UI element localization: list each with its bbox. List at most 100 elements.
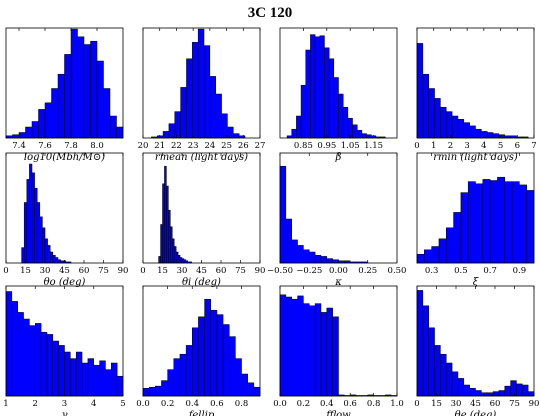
histogram-bar (173, 246, 177, 264)
histogram-bar (361, 133, 367, 139)
histogram-bar (57, 73, 65, 139)
x-tick-label: 0.8 (235, 399, 249, 409)
x-axis-label: log10(Mbh/M⊙) (24, 152, 105, 163)
x-tick-label: 0.4 (320, 399, 334, 409)
bars (286, 34, 386, 139)
histogram-bar (18, 132, 26, 139)
histogram-bar (158, 256, 161, 264)
histogram-bar (489, 180, 498, 264)
histogram-bar (185, 345, 193, 397)
bars (21, 163, 72, 264)
x-tick-label: 0.0 (136, 399, 150, 409)
histogram-bar (434, 345, 441, 397)
histogram-bar (197, 28, 205, 139)
histogram-bar (175, 251, 179, 264)
histogram-bar (314, 36, 321, 139)
histogram-bar (279, 294, 287, 397)
histogram-bar (453, 212, 462, 264)
x-axis-label: fflow (325, 410, 351, 416)
x-tick-label: 3 (62, 399, 67, 409)
x-tick-label: 2 (33, 399, 38, 409)
histogram-bar (416, 290, 424, 397)
histogram-bar (47, 245, 51, 264)
histogram-bar (26, 179, 30, 264)
x-tick-label: 0.85 (294, 141, 313, 151)
histogram-bar (481, 131, 488, 139)
histogram-bar (81, 362, 89, 397)
x-axis-label: θe (deg) (455, 410, 497, 416)
x-tick-label: 1.05 (341, 141, 360, 151)
histogram-bar (305, 49, 311, 139)
x-tick-label: 8.0 (90, 141, 104, 151)
x-tick-label: 0.00 (329, 266, 348, 276)
histogram-bar (416, 253, 425, 264)
histogram-bar (148, 386, 156, 397)
histogram-bar (438, 238, 447, 264)
x-axis-label: γ (62, 410, 68, 416)
histogram-bar (168, 123, 176, 139)
histogram-bar (209, 76, 216, 139)
histogram-bar (11, 301, 18, 397)
histogram-bar (167, 369, 175, 397)
axes-frame (279, 27, 398, 139)
histogram-bar (57, 259, 61, 264)
x-axis-label: θi (deg) (182, 277, 221, 288)
x-tick-label: 3 (464, 141, 469, 151)
axes-frame (142, 27, 261, 139)
histogram-bar (186, 58, 193, 139)
histogram-bar (51, 88, 59, 139)
histogram-bar (498, 134, 505, 139)
histogram-bar (324, 47, 330, 139)
x-axis-label: fellip (188, 410, 215, 416)
histogram-panel: 0 15 30 45 60 75 90 θe (deg) (414, 285, 539, 416)
x-tick-label: 0.0 (273, 399, 287, 409)
histogram-bar (177, 255, 181, 264)
histogram-bar (469, 125, 476, 139)
histogram-bar (192, 327, 199, 397)
x-tick-label: −0.25 (296, 266, 322, 276)
histogram-bar (366, 134, 372, 139)
histogram-bar (492, 133, 500, 139)
histogram-bar (431, 246, 440, 264)
histogram-bar (93, 364, 100, 397)
histogram-bar (49, 251, 54, 264)
histogram-bar (23, 202, 28, 264)
bars (279, 165, 368, 264)
axes-frame (142, 285, 261, 397)
histogram-bar (522, 384, 529, 397)
x-tick-label: 0 (3, 266, 8, 276)
histogram-bar (285, 296, 292, 397)
histogram-bar (446, 227, 454, 264)
histogram-bar (228, 336, 236, 397)
histogram-bar (314, 303, 322, 397)
x-tick-label: 0.7 (483, 266, 497, 276)
histogram-bar (457, 378, 465, 397)
histogram-bar (510, 380, 517, 397)
x-tick-label: 15 (431, 399, 442, 409)
histogram-bar (162, 183, 165, 264)
histogram-bar (463, 384, 470, 397)
x-tick-label: 0.8 (367, 399, 381, 409)
histogram-bar (174, 111, 181, 139)
histogram-bar (279, 165, 287, 264)
histogram-bar (87, 358, 95, 397)
histogram-bar (296, 115, 302, 139)
histogram-bar (356, 130, 363, 139)
histogram-bar (34, 187, 38, 264)
histogram-bar (83, 44, 91, 139)
histogram-bar (320, 256, 328, 264)
histogram-bar (39, 216, 43, 264)
histogram-bar (342, 106, 349, 139)
histogram-panel: 0 15 30 45 60 75 90 θi (deg) (140, 152, 265, 288)
histogram-bar (469, 388, 476, 397)
histogram-bar (12, 134, 20, 139)
x-tick-label: 1.0 (390, 399, 404, 409)
histogram-bar (40, 331, 48, 397)
histogram-bar (241, 373, 248, 397)
histogram-bar (162, 131, 170, 139)
x-tick-label: 0.50 (388, 266, 407, 276)
histogram-bar (70, 358, 77, 397)
